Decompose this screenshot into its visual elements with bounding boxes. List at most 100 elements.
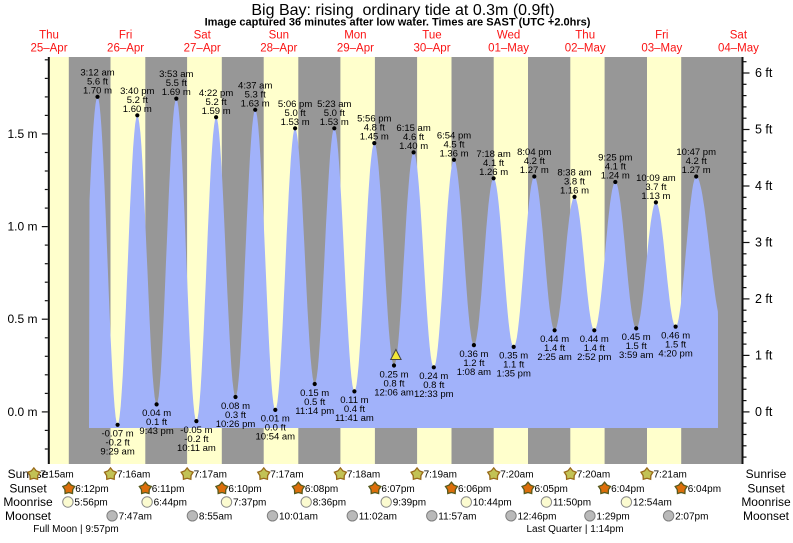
svg-text:2:25 am: 2:25 am [537, 352, 571, 363]
svg-text:Last Quarter | 1:14pm: Last Quarter | 1:14pm [526, 524, 623, 535]
svg-text:4.5 ft: 4.5 ft [443, 139, 464, 150]
svg-text:0.44 m: 0.44 m [580, 334, 609, 345]
svg-text:Sun: Sun [269, 30, 289, 42]
svg-text:1.60 m: 1.60 m [123, 104, 152, 115]
svg-text:12:54am: 12:54am [633, 498, 672, 509]
svg-text:3:12 am: 3:12 am [80, 67, 114, 78]
svg-text:1.5 ft: 1.5 ft [626, 341, 647, 352]
svg-text:Big Bay: rising ordinary tide: Big Bay: rising ordinary tide at 0.3m (0… [251, 2, 554, 19]
svg-text:02–May: 02–May [565, 43, 606, 55]
svg-text:1:29pm: 1:29pm [596, 511, 629, 522]
svg-text:1.69 m: 1.69 m [162, 87, 191, 98]
svg-text:1.5 ft: 1.5 ft [665, 339, 686, 350]
svg-text:6 ft: 6 ft [755, 66, 773, 80]
svg-text:4.6 ft: 4.6 ft [403, 132, 424, 143]
svg-text:5:23 am: 5:23 am [317, 99, 351, 110]
svg-text:7:17am: 7:17am [194, 470, 227, 481]
svg-text:0.04 m: 0.04 m [142, 408, 171, 419]
svg-text:9:43 pm: 9:43 pm [139, 426, 173, 437]
svg-text:Sunrise: Sunrise [746, 467, 787, 481]
svg-text:Sat: Sat [194, 30, 212, 42]
svg-text:0 ft: 0 ft [755, 405, 773, 419]
svg-text:9:29 am: 9:29 am [100, 447, 134, 458]
svg-text:5.0 ft: 5.0 ft [285, 108, 306, 119]
svg-text:5.0 ft: 5.0 ft [324, 108, 345, 119]
svg-text:1.70 m: 1.70 m [83, 85, 112, 96]
svg-text:0.1 ft: 0.1 ft [146, 417, 167, 428]
svg-text:-0.07 m: -0.07 m [101, 429, 133, 440]
svg-text:4.1 ft: 4.1 ft [483, 158, 504, 169]
svg-text:3.8 ft: 3.8 ft [564, 177, 585, 188]
svg-text:4.2 ft: 4.2 ft [524, 156, 545, 167]
svg-text:0.45 m: 0.45 m [622, 332, 651, 343]
svg-text:1.26 m: 1.26 m [479, 167, 508, 178]
svg-text:Sat: Sat [730, 30, 748, 42]
svg-text:0.3 ft: 0.3 ft [225, 410, 246, 421]
svg-text:3 ft: 3 ft [755, 236, 773, 250]
svg-text:0.11 m: 0.11 m [340, 395, 368, 406]
svg-text:Sunset: Sunset [747, 481, 785, 495]
svg-text:29–Apr: 29–Apr [337, 43, 374, 55]
svg-text:-0.2 ft: -0.2 ft [105, 438, 130, 449]
svg-text:1.45 m: 1.45 m [360, 132, 389, 143]
svg-text:Sunset: Sunset [9, 481, 47, 495]
svg-text:4:37 am: 4:37 am [238, 80, 272, 91]
svg-text:0.24 m: 0.24 m [419, 371, 448, 382]
svg-text:1.53 m: 1.53 m [281, 117, 310, 128]
svg-text:1:08 am: 1:08 am [457, 367, 491, 378]
svg-text:2 ft: 2 ft [755, 292, 773, 306]
svg-text:1.36 m: 1.36 m [439, 148, 468, 159]
svg-text:7:17am: 7:17am [270, 470, 303, 481]
svg-text:1.13 m: 1.13 m [641, 191, 670, 202]
svg-text:28–Apr: 28–Apr [260, 43, 297, 55]
svg-text:Thu: Thu [575, 30, 595, 42]
svg-text:Moonrise: Moonrise [3, 495, 53, 509]
svg-text:4.2 ft: 4.2 ft [686, 156, 707, 167]
svg-text:03–May: 03–May [641, 43, 682, 55]
svg-text:7:37pm: 7:37pm [233, 498, 266, 509]
svg-text:7:15am: 7:15am [40, 470, 73, 481]
svg-text:26–Apr: 26–Apr [107, 43, 144, 55]
svg-text:1.1 ft: 1.1 ft [503, 360, 524, 371]
svg-text:0.46 m: 0.46 m [661, 330, 690, 341]
svg-text:5 ft: 5 ft [755, 123, 773, 137]
svg-text:7:20am: 7:20am [500, 470, 533, 481]
svg-text:0.8 ft: 0.8 ft [383, 378, 404, 389]
svg-text:4:22 pm: 4:22 pm [199, 88, 233, 99]
svg-text:4.8 ft: 4.8 ft [364, 123, 385, 134]
svg-text:1.40 m: 1.40 m [399, 141, 428, 152]
svg-text:6:54 pm: 6:54 pm [437, 130, 471, 141]
svg-text:4:20 pm: 4:20 pm [658, 348, 692, 359]
svg-text:5.3 ft: 5.3 ft [245, 89, 266, 100]
svg-text:3.7 ft: 3.7 ft [645, 182, 666, 193]
svg-text:12:46pm: 12:46pm [518, 511, 557, 522]
svg-text:8:38 am: 8:38 am [557, 168, 591, 179]
svg-text:6:08pm: 6:08pm [305, 484, 338, 495]
svg-text:7:18 am: 7:18 am [476, 149, 510, 160]
svg-text:-0.05 m: -0.05 m [180, 425, 212, 436]
svg-text:Tue: Tue [422, 30, 441, 42]
svg-text:10:01am: 10:01am [279, 511, 318, 522]
svg-text:0.25 m: 0.25 m [379, 369, 408, 380]
svg-text:10:47 pm: 10:47 pm [676, 147, 716, 158]
svg-text:30–Apr: 30–Apr [413, 43, 450, 55]
svg-text:0.36 m: 0.36 m [459, 349, 488, 360]
svg-text:6:10pm: 6:10pm [228, 484, 261, 495]
svg-text:1.16 m: 1.16 m [560, 186, 589, 197]
svg-text:2:52 pm: 2:52 pm [577, 352, 611, 363]
svg-text:6:44pm: 6:44pm [154, 498, 187, 509]
svg-text:3:59 am: 3:59 am [619, 350, 653, 361]
svg-text:5.6 ft: 5.6 ft [87, 76, 108, 87]
svg-text:10:11 am: 10:11 am [177, 443, 216, 454]
svg-text:0.5 ft: 0.5 ft [304, 397, 325, 408]
svg-text:0.01 m: 0.01 m [261, 414, 290, 425]
svg-text:0.08 m: 0.08 m [221, 401, 250, 412]
svg-text:11:50pm: 11:50pm [553, 498, 591, 509]
svg-text:0.0 ft: 0.0 ft [265, 423, 286, 434]
svg-text:5.2 ft: 5.2 ft [127, 95, 148, 106]
svg-text:Full Moon | 9:57pm: Full Moon | 9:57pm [33, 524, 118, 535]
svg-text:7:18am: 7:18am [347, 470, 380, 481]
svg-text:11:57am: 11:57am [438, 511, 476, 522]
svg-text:1:35 pm: 1:35 pm [497, 369, 531, 380]
svg-text:5:06 pm: 5:06 pm [278, 99, 312, 110]
